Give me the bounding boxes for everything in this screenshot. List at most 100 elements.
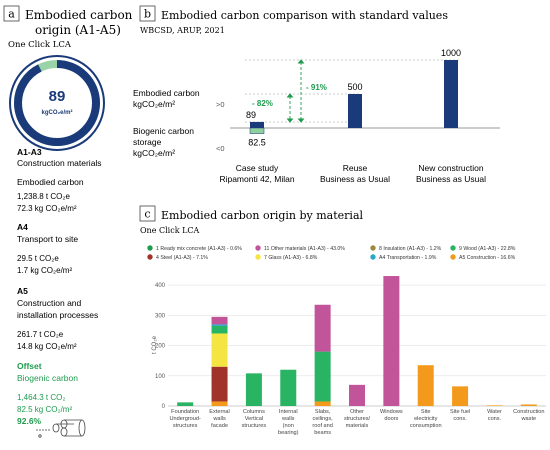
c-xtick-6-1: doors	[384, 416, 398, 422]
label-embodied-2: kgCO₂e/m²	[133, 99, 175, 109]
legend-label-7: A5 Construction - 16.6%	[459, 255, 516, 261]
cat-b-2-line2: Business as Usual	[416, 174, 486, 184]
c-xtick-7-2: consumption	[410, 423, 442, 429]
c-bar-seg-6-6	[383, 276, 400, 406]
panel-c-ylabel: t CO₂e	[152, 335, 158, 354]
panel-c-tag: c	[144, 208, 150, 221]
c-bar-seg-1-4	[211, 325, 228, 334]
cat-b-2-line1: New construction	[418, 163, 483, 173]
panel-c-title: Embodied carbon origin by material	[161, 209, 363, 222]
c-xtick-5-0: Other	[350, 409, 364, 415]
c-bar-seg-0-4	[177, 402, 194, 406]
panel-b-source: WBCSD, ARUP, 2021	[140, 26, 225, 35]
c-bar-seg-7-1	[417, 365, 434, 406]
c-ytick-4: 400	[155, 283, 166, 289]
c-xtick-7-1: electricity	[414, 416, 438, 422]
c-bar-seg-1-2	[211, 366, 228, 402]
a13-label: Construction materials	[17, 158, 102, 168]
c-bar-seg-1-5	[211, 324, 228, 326]
panel-a: a Embodied carbon origin (A1-A5) One Cli…	[3, 5, 133, 438]
offset-label: Biogenic carbon	[17, 373, 78, 383]
c-bar-seg-10-1	[520, 404, 537, 406]
a4-label: Transport to site	[17, 234, 78, 244]
donut-chart: 89 kgCO₂e/m²	[9, 55, 105, 151]
legend-swatch-2	[370, 245, 376, 251]
lt-zero: <0	[216, 144, 225, 153]
pct-82-label: - 82%	[252, 99, 273, 108]
donut-arc	[14, 60, 100, 146]
panel-a-subtitle: One Click LCA	[8, 40, 72, 50]
c-xtick-3-0: Internal	[279, 409, 298, 415]
a4-code: A4	[17, 222, 28, 232]
c-ytick-1: 100	[155, 374, 166, 380]
embodied-bar-1	[348, 94, 362, 128]
c-bar-seg-4-1	[314, 401, 331, 406]
c-xtick-6-0: Windows	[380, 409, 403, 415]
a4-per-m2: 1.7 kg CO₂e/m²	[17, 266, 72, 275]
panel-b: b Embodied carbon comparison with standa…	[133, 5, 500, 184]
a4-total: 29.5 t CO₂e	[17, 254, 59, 263]
c-ytick-0: 0	[162, 404, 166, 410]
a5-total: 261.7 t CO₂e	[17, 330, 64, 339]
panel-a-tag-box	[3, 5, 20, 22]
pct-91-label: - 91%	[306, 83, 327, 92]
c-xtick-2-0: Columns	[243, 409, 265, 415]
c-ytick-2: 200	[155, 344, 166, 350]
label-biogenic-1: Biogenic carbon	[133, 126, 194, 136]
biogenic-bar-0	[249, 127, 265, 134]
a5-label-2: installation processes	[17, 310, 98, 320]
c-bar-seg-1-3	[211, 333, 228, 367]
panel-c-legend: 1 Ready mix concrete (A1-A3) - 0.6% 11 Ot…	[147, 245, 516, 261]
a13-total: 1,238.8 t CO₂e	[17, 192, 70, 201]
panel-b-bars: 89 500 1000 82.5	[246, 48, 461, 148]
c-xtick-10-1: waste	[521, 416, 537, 422]
panel-a-tag: a	[8, 8, 15, 21]
c-bar-seg-9-1	[486, 405, 503, 406]
embodied-value-label-1: 500	[347, 82, 362, 92]
c-xtick-5-1: structures/	[344, 416, 371, 422]
c-xtick-0-0: Foundation	[171, 409, 199, 415]
c-xtick-2-2: structures	[242, 423, 267, 429]
pct-91-bracket	[297, 59, 305, 123]
cat-b-1-line1: Reuse	[343, 163, 368, 173]
embodied-bar-0	[250, 121, 264, 128]
panel-b-tag-box	[139, 5, 156, 22]
c-bar-seg-2-4	[245, 373, 262, 406]
embodied-heading: Embodied carbon	[17, 177, 84, 187]
legend-swatch-4	[147, 254, 153, 260]
cat-b-0-line2: Ripamonti 42, Milan	[219, 174, 294, 184]
c-ytick-3: 300	[155, 313, 166, 319]
c-xtick-3-2: (non	[283, 423, 294, 429]
c-xtick-10-0: Construction	[513, 409, 544, 415]
offset-total: 1,464.3 t CO₂	[17, 393, 65, 402]
c-xtick-8-1: cons.	[453, 416, 467, 422]
c-bar-seg-4-6	[314, 304, 331, 352]
offset-per-m2: 82.5 kg CO₂/m²	[17, 405, 72, 414]
panel-a-title-line2: origin (A1-A5)	[35, 23, 121, 37]
panel-c: c Embodied carbon origin by material One…	[139, 205, 546, 436]
cat-b-0-line1: Case study	[236, 163, 279, 173]
c-bar-seg-1-6	[211, 316, 228, 325]
c-bar-seg-8-1	[452, 386, 469, 406]
c-xtick-4-3: beams	[314, 430, 331, 436]
c-xtick-0-2: structures	[173, 423, 198, 429]
c-xtick-7-0: Site	[421, 409, 431, 415]
c-xtick-9-0: Water	[487, 409, 502, 415]
cat-b-1-line2: Business as Usual	[320, 174, 390, 184]
donut-value: 89	[49, 88, 66, 105]
c-xtick-1-0: External	[209, 409, 230, 415]
pct-82-bracket	[286, 93, 294, 123]
legend-label-6: A4 Transportation - 1.9%	[379, 255, 437, 261]
c-xtick-3-3: bearing)	[278, 430, 299, 436]
c-bar-seg-1-1	[211, 401, 228, 406]
panel-a-title-line1: Embodied carbon	[25, 8, 133, 22]
legend-swatch-6	[370, 254, 376, 260]
legend-swatch-0	[147, 245, 153, 251]
embodied-value-label-0: 89	[246, 110, 256, 120]
label-biogenic-2: storage	[133, 137, 162, 147]
a5-per-m2: 14.8 kg CO₂e/m²	[17, 342, 77, 351]
c-xtick-9-1: cons.	[488, 416, 502, 422]
c-xtick-4-1: ceilings,	[313, 416, 334, 422]
timber-logs-icon	[36, 419, 86, 438]
panel-c-bars	[177, 276, 537, 406]
